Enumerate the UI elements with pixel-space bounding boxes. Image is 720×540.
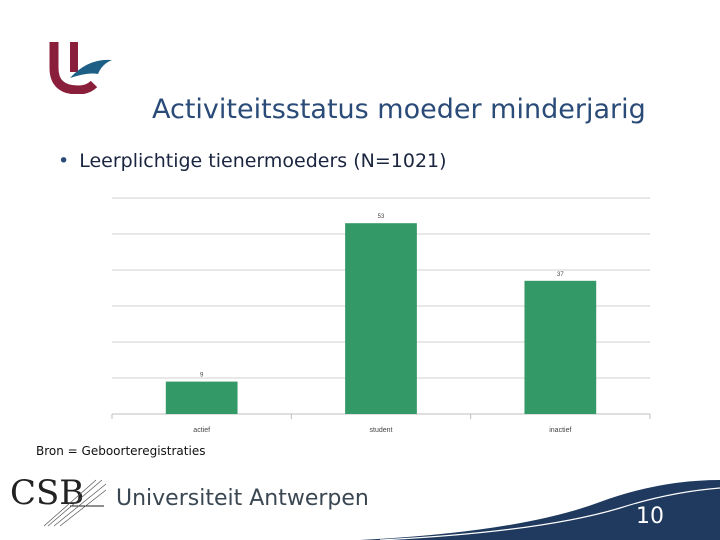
slide-title: Activiteitsstatus moeder minderjarig <box>152 94 646 125</box>
bar-chart: 9 actief 53 student 37 inactief <box>111 197 651 434</box>
bullet-text: Leerplichtige tienermoeders (N=1021) <box>79 150 447 172</box>
source-note: Bron = Geboorteregistraties <box>36 444 206 458</box>
ua-logo <box>49 42 112 94</box>
page-number: 10 <box>636 504 664 529</box>
bar-actief <box>165 381 238 414</box>
data-label: 9 <box>200 373 204 379</box>
csb-logo: CSB <box>10 473 107 527</box>
university-name: Universiteit Antwerpen <box>116 486 369 511</box>
bullet-item: • Leerplichtige tienermoeders (N=1021) <box>58 150 447 172</box>
tick-label: actief <box>193 427 210 434</box>
tick-label: inactief <box>549 427 571 434</box>
csb-logo-text: CSB <box>10 473 84 513</box>
data-label: 37 <box>557 272 564 278</box>
data-label: 53 <box>378 214 385 220</box>
bar-student <box>345 223 417 414</box>
tick-label: student <box>370 427 393 434</box>
bullet-dot-icon: • <box>58 150 70 172</box>
bar-inactief <box>524 280 597 414</box>
footer-band <box>360 480 720 540</box>
